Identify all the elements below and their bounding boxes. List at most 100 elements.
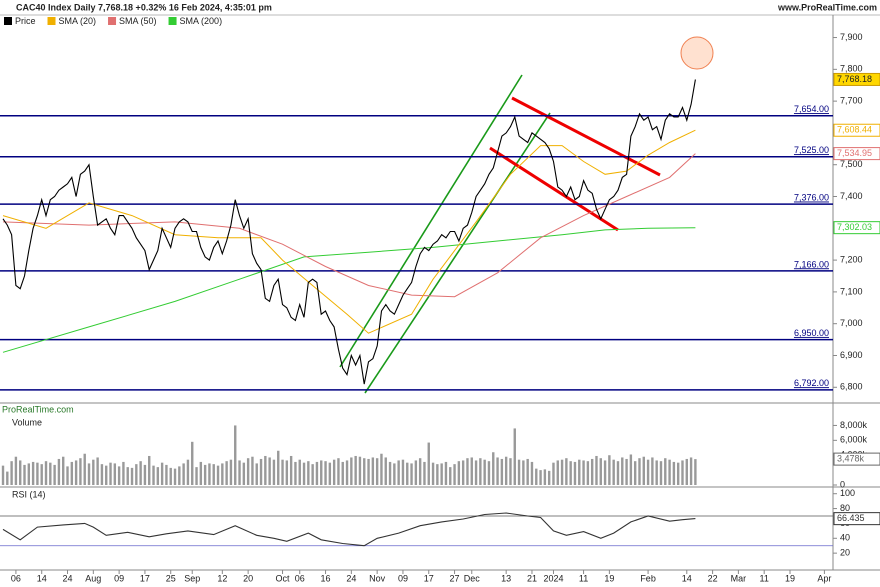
x-tick-label: Apr xyxy=(817,573,831,583)
volume-bar xyxy=(552,462,555,485)
legend-label: Price xyxy=(15,16,36,26)
volume-bar xyxy=(681,460,684,485)
y-tick-label: 40 xyxy=(840,533,850,543)
volume-bar xyxy=(659,461,663,485)
volume-bar xyxy=(350,457,353,485)
volume-bar xyxy=(466,458,469,485)
volume-bar xyxy=(345,460,349,485)
x-tick-label: Nov xyxy=(369,573,386,583)
volume-bar xyxy=(427,442,430,485)
x-tick-label: 11 xyxy=(579,573,588,583)
last-value-label-box xyxy=(833,512,880,526)
volume-bar xyxy=(474,460,478,485)
legend-label: SMA (200) xyxy=(180,16,223,26)
volume-bar xyxy=(560,459,564,485)
last-value-label: 7,302.03 xyxy=(837,222,872,232)
volume-bar xyxy=(92,459,95,485)
x-tick-label: 24 xyxy=(346,573,356,583)
last-value-label-box xyxy=(833,72,880,86)
volume-bar xyxy=(689,457,693,485)
volume-bar xyxy=(298,459,301,485)
volume-bar xyxy=(208,463,211,485)
volume-bar xyxy=(509,458,512,485)
volume-bar xyxy=(556,460,559,485)
volume-bar xyxy=(143,464,147,485)
volume-bar xyxy=(358,456,362,485)
legend-label: SMA (20) xyxy=(59,16,97,26)
last-value-label: 7,608.44 xyxy=(837,125,872,135)
volume-bar xyxy=(380,453,383,485)
y-tick-label: 0 xyxy=(840,479,845,489)
series-line xyxy=(2,153,696,298)
level-label: 7,376.00 xyxy=(794,193,829,203)
x-tick-label: 27 xyxy=(450,573,460,583)
volume-bar xyxy=(573,461,577,485)
volume-bar xyxy=(122,461,125,485)
volume-bar xyxy=(105,465,108,485)
trend-line xyxy=(511,96,661,177)
x-tick-label: 17 xyxy=(424,573,434,583)
volume-bar xyxy=(259,458,263,485)
volume-bar xyxy=(599,458,602,485)
y-tick-label: 7,400 xyxy=(840,191,863,201)
volume-bar xyxy=(431,462,435,485)
series-line xyxy=(2,512,696,547)
last-value-label: 7,768.18 xyxy=(837,74,872,84)
volume-bar xyxy=(36,462,39,485)
volume-bar xyxy=(672,461,676,485)
volume-bar xyxy=(1,465,5,485)
volume-bar xyxy=(444,461,448,485)
volume-bar xyxy=(277,450,280,485)
volume-bar xyxy=(354,455,357,485)
last-value-label-box xyxy=(833,147,880,161)
volume-bar xyxy=(49,462,52,485)
volume-bar xyxy=(423,461,426,485)
volume-bar xyxy=(590,458,594,485)
volume-bar xyxy=(332,459,336,485)
volume-bar xyxy=(66,466,69,485)
volume-bar xyxy=(23,464,26,485)
volume-bar xyxy=(375,458,379,485)
x-tick-label: 19 xyxy=(785,573,795,583)
volume-bar xyxy=(255,463,258,485)
y-tick-label: 6,900 xyxy=(840,350,863,360)
x-tick-label: 14 xyxy=(682,573,692,583)
volume-bar xyxy=(83,453,86,485)
volume-bar xyxy=(479,458,482,485)
volume-bar xyxy=(57,458,61,485)
legend-swatch xyxy=(168,17,177,25)
y-tick-label: 6,000k xyxy=(840,435,868,445)
volume-bar xyxy=(457,461,461,485)
volume-bar xyxy=(152,465,155,485)
last-value-label: 66.435 xyxy=(837,513,865,523)
volume-bar xyxy=(500,458,504,485)
x-tick-label: 2024 xyxy=(543,573,563,583)
volume-bar xyxy=(221,463,224,485)
series-line xyxy=(2,129,696,334)
trend-line xyxy=(339,74,523,368)
last-value-label-box xyxy=(833,221,880,235)
volume-bar xyxy=(324,461,327,485)
volume-bar xyxy=(633,461,637,485)
volume-bar xyxy=(393,463,396,485)
volume-bar xyxy=(449,467,452,485)
x-tick-label: Dec xyxy=(464,573,481,583)
volume-bar xyxy=(569,461,572,485)
volume-bar xyxy=(492,452,495,485)
volume-bar xyxy=(113,463,117,485)
legend-swatch xyxy=(47,17,56,25)
volume-bar xyxy=(117,466,121,485)
volume-bar xyxy=(27,463,31,485)
y-tick-label: 80 xyxy=(840,503,850,513)
volume-bar xyxy=(40,464,43,485)
volume-bar xyxy=(328,462,332,485)
volume-bar xyxy=(461,460,465,485)
volume-bar xyxy=(311,464,314,485)
y-tick-label: 20 xyxy=(840,548,850,558)
volume-bar xyxy=(139,461,142,485)
volume-bar xyxy=(74,460,78,485)
level-label: 7,166.00 xyxy=(794,259,829,269)
x-tick-label: Aug xyxy=(85,573,101,583)
volume-bar xyxy=(685,458,688,485)
